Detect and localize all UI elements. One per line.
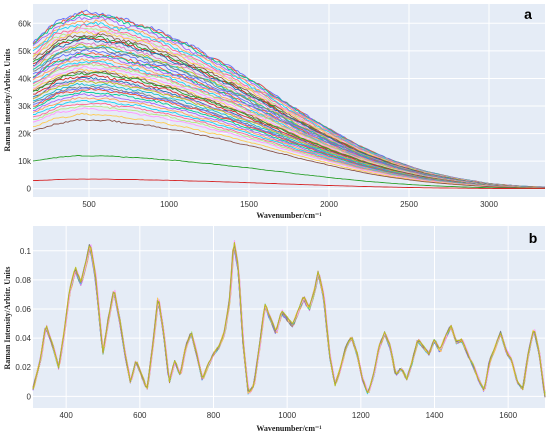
panel-a-y-axis-label: Raman Intensity/Arbitr. Units [3,48,12,151]
panel-b-normalized-spectra: 400 600 800 1000 1200 1400 1600 00.020.040.060… [3,226,546,433]
panel-b-traces [32,239,546,398]
panel-0-x-tick-label: 2000 [320,200,338,209]
panel-a-spectrum-line [32,155,545,189]
panel-0-y-tick-label: 20k [18,130,32,139]
panel-1-y-tick-label: 0 [27,392,32,401]
panel-a-spectrum-line [32,178,545,190]
panel-0-x-tick-label: 500 [82,200,96,209]
panel-1-x-tick-label: 800 [207,411,221,420]
panel-0-y-tick-label: 10k [18,157,32,166]
panel-0-x-tick-label: 3000 [480,200,498,209]
panel-a-y-tick-labels: 0 10k 20k 30k 40k 50k 60k [18,19,32,193]
panel-a-x-axis-label: Wavenumber/cm⁻¹ [256,211,322,220]
panel-1-y-tick-label: 0.1 [20,247,32,256]
panel-1-y-tick-label: 0.08 [15,276,31,285]
panel-0-y-tick-label: 30k [18,102,32,111]
panel-a-raw-spectra: 500 1000 1500 2000 2500 3000 0 10k 20k 30k 40k 50k… [3,4,546,220]
panel-1-y-tick-label: 0.06 [15,305,31,314]
panel-0-x-tick-label: 2500 [400,200,418,209]
panel-1-x-tick-label: 400 [59,411,73,420]
panel-1-x-tick-label: 1600 [499,411,517,420]
panel-b-y-tick-labels: 0 0.02 0.04 0.06 0.08 0.1 [15,247,31,402]
panel-0-y-tick-label: 0 [27,185,32,194]
panel-1-y-tick-label: 0.04 [15,334,31,343]
panel-1-x-tick-label: 1400 [426,411,444,420]
panel-a-traces [32,9,546,190]
panel-b-x-tick-labels: 400 600 800 1000 1200 1400 1600 [59,411,517,420]
panel-a-label: a [524,6,532,22]
panel-a-x-tick-labels: 500 1000 1500 2000 2500 3000 [82,200,498,209]
panel-b-y-axis-label: Raman Intensity/Arbitr. Units [3,266,12,369]
panel-0-y-tick-label: 50k [18,47,32,56]
panel-0-x-tick-label: 1000 [160,200,178,209]
panel-1-x-tick-label: 1200 [352,411,370,420]
panel-0-y-tick-label: 60k [18,19,32,28]
panel-1-y-tick-label: 0.02 [15,363,31,372]
panel-b-label: b [529,230,538,246]
panel-a-spectrum-line [32,118,545,189]
panel-b-spectrum-line [32,241,546,396]
panel-1-x-tick-label: 1000 [278,411,296,420]
panel-b-x-axis-label: Wavenumber/cm⁻¹ [256,424,322,433]
panel-1-x-tick-label: 600 [133,411,147,420]
panel-0-x-tick-label: 1500 [240,200,258,209]
panel-0-y-tick-label: 40k [18,74,32,83]
